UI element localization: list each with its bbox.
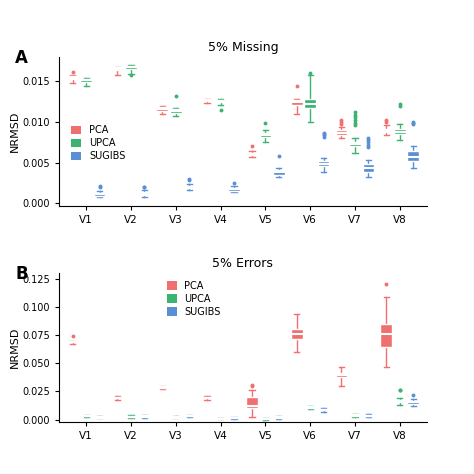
Bar [94, 193, 105, 196]
Bar [125, 416, 137, 417]
Bar [156, 386, 168, 388]
Y-axis label: NRMSD: NRMSD [10, 110, 20, 152]
Bar [80, 415, 92, 417]
Bar [381, 128, 392, 132]
Bar [80, 79, 92, 82]
Bar [215, 100, 227, 102]
Bar [291, 100, 302, 104]
Bar [67, 76, 79, 79]
Bar [394, 128, 406, 134]
Bar [246, 397, 258, 408]
Bar [273, 417, 284, 418]
Legend: PCA, UPCA, SUGIBS: PCA, UPCA, SUGIBS [72, 125, 125, 161]
Bar [138, 192, 150, 195]
Bar [246, 153, 258, 155]
Bar [67, 341, 79, 342]
Bar [363, 164, 374, 172]
Bar [304, 407, 316, 408]
Bar [156, 107, 168, 111]
Bar [336, 374, 347, 377]
Bar [407, 401, 419, 404]
Bar [215, 418, 227, 419]
Bar [381, 324, 392, 347]
Bar [112, 67, 123, 70]
Bar [304, 99, 316, 108]
Bar [349, 415, 361, 416]
Bar [170, 417, 182, 418]
Text: B: B [15, 265, 28, 283]
Bar [112, 397, 123, 399]
Bar [273, 170, 284, 174]
Title: 5% Errors: 5% Errors [212, 257, 273, 270]
Bar [259, 418, 271, 419]
Bar [183, 185, 195, 188]
Bar [318, 161, 329, 166]
Bar [336, 130, 347, 135]
Bar [201, 397, 213, 399]
Bar [228, 188, 240, 191]
Bar [138, 416, 150, 417]
Bar [363, 415, 374, 416]
Bar [394, 400, 406, 402]
Bar [94, 417, 105, 418]
Text: A: A [15, 49, 28, 67]
Legend: PCA, UPCA, SUGIBS: PCA, UPCA, SUGIBS [167, 281, 221, 317]
Bar [125, 66, 137, 69]
Bar [170, 109, 182, 113]
Y-axis label: NRMSD: NRMSD [9, 327, 20, 368]
Bar [318, 409, 329, 410]
Bar [183, 416, 195, 417]
Title: 5% Missing: 5% Missing [208, 41, 278, 55]
Bar [228, 417, 240, 418]
Bar [407, 151, 419, 162]
Bar [349, 142, 361, 146]
Bar [201, 100, 213, 101]
Bar [259, 133, 271, 137]
Bar [291, 329, 302, 339]
